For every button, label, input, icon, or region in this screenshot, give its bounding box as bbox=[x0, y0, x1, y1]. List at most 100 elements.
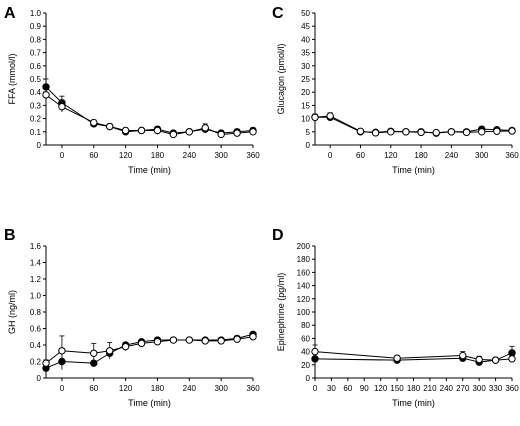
x-tick-label: 150 bbox=[390, 384, 404, 393]
data-point-open bbox=[105, 122, 114, 131]
x-tick-label: 120 bbox=[374, 384, 388, 393]
y-tick-label: 0 bbox=[306, 141, 311, 150]
data-point-open bbox=[356, 127, 365, 135]
y-tick-label: 1.6 bbox=[30, 242, 42, 251]
data-point-open bbox=[417, 128, 425, 137]
data-point-open bbox=[153, 126, 162, 135]
data-point-open bbox=[311, 113, 319, 121]
y-tick-label: 50 bbox=[301, 9, 310, 18]
series-1 bbox=[42, 78, 257, 137]
panel-letter: D bbox=[272, 227, 284, 244]
series-2 bbox=[311, 344, 516, 364]
x-tick-label: 240 bbox=[183, 151, 197, 160]
panel-letter: C bbox=[272, 5, 284, 22]
x-tick-label: 60 bbox=[89, 151, 98, 160]
y-tick-label: 0.2 bbox=[30, 115, 42, 124]
y-tick-label: 60 bbox=[301, 334, 310, 343]
y-tick-label: 0 bbox=[306, 374, 311, 383]
y-tick-label: 0.6 bbox=[30, 325, 42, 334]
data-point-open bbox=[371, 129, 380, 137]
data-point-open bbox=[217, 337, 225, 345]
x-tick-label: 240 bbox=[183, 384, 197, 393]
panel-letter: A bbox=[4, 5, 16, 22]
panel-letter: B bbox=[4, 227, 16, 244]
data-point-open bbox=[58, 347, 66, 355]
data-point-open bbox=[402, 128, 410, 136]
y-axis-title: Glucagon (pmol/l) bbox=[276, 43, 286, 114]
series-line bbox=[45, 86, 254, 134]
data-point-open bbox=[459, 351, 467, 360]
data-point-open bbox=[201, 337, 209, 345]
y-tick-label: 0.2 bbox=[30, 358, 42, 367]
x-tick-label: 240 bbox=[445, 151, 459, 160]
data-point-open bbox=[90, 349, 98, 357]
y-tick-label: 40 bbox=[301, 348, 310, 357]
y-tick-label: 0.9 bbox=[30, 22, 42, 31]
data-point-open bbox=[233, 335, 241, 343]
x-tick-label: 360 bbox=[246, 384, 260, 393]
y-tick-label: 20 bbox=[301, 361, 310, 370]
series-2 bbox=[42, 333, 257, 367]
data-point-open bbox=[508, 355, 516, 363]
y-tick-label: 45 bbox=[301, 22, 310, 31]
data-point-open bbox=[42, 91, 50, 99]
data-point-open bbox=[42, 359, 50, 367]
data-point-open bbox=[475, 355, 483, 364]
x-tick-label: 120 bbox=[119, 384, 133, 393]
data-point-open bbox=[90, 118, 98, 127]
y-tick-label: 100 bbox=[297, 308, 311, 317]
x-tick-label: 270 bbox=[456, 384, 470, 393]
y-tick-label: 10 bbox=[301, 115, 310, 124]
y-tick-label: 30 bbox=[301, 62, 310, 71]
y-tick-label: 15 bbox=[301, 101, 310, 110]
series-line bbox=[45, 94, 254, 135]
series-1 bbox=[311, 345, 516, 366]
x-tick-label: 60 bbox=[343, 384, 352, 393]
data-point-open bbox=[121, 342, 130, 351]
x-tick-label: 0 bbox=[60, 384, 65, 393]
x-tick-label: 0 bbox=[313, 384, 318, 393]
y-tick-label: 0.1 bbox=[30, 128, 42, 137]
data-point-open bbox=[137, 126, 146, 135]
x-tick-label: 120 bbox=[119, 151, 133, 160]
y-tick-label: 1.0 bbox=[30, 292, 42, 301]
y-tick-label: 80 bbox=[301, 321, 310, 330]
y-tick-label: 1.0 bbox=[30, 9, 42, 18]
series-1 bbox=[42, 330, 257, 372]
y-tick-label: 0.4 bbox=[30, 341, 42, 350]
y-tick-label: 0.7 bbox=[30, 49, 42, 58]
data-point-open bbox=[105, 347, 114, 355]
y-tick-label: 0.4 bbox=[30, 88, 42, 97]
data-point-open bbox=[493, 127, 501, 135]
data-point-open bbox=[217, 130, 225, 139]
x-tick-label: 0 bbox=[328, 151, 333, 160]
x-tick-label: 300 bbox=[472, 384, 486, 393]
panel-b: B 0 0.2 0.4 0.6 0.8 1.0 1.2 1.4 1.6 0 60 120 180 240 30… bbox=[4, 227, 260, 408]
y-tick-label: 0.6 bbox=[30, 62, 42, 71]
data-point-open bbox=[387, 128, 395, 136]
data-point-open bbox=[249, 128, 257, 136]
x-tick-label: 180 bbox=[407, 384, 421, 393]
x-tick-label: 60 bbox=[356, 151, 365, 160]
y-tick-label: 0.8 bbox=[30, 308, 42, 317]
x-tick-label: 300 bbox=[475, 151, 489, 160]
data-point-open bbox=[477, 128, 486, 136]
y-tick-label: 0 bbox=[37, 141, 42, 150]
data-point-open bbox=[153, 338, 162, 346]
panel-a: A 0 0.1 0.2 0.3 0.4 0.5 0.6 0.7 0.8 0.9 1.0 0 60 120 18… bbox=[4, 5, 260, 175]
x-tick-label: 360 bbox=[246, 151, 260, 160]
data-point-open bbox=[311, 347, 319, 356]
y-tick-label: 0 bbox=[37, 374, 42, 383]
x-tick-label: 180 bbox=[151, 151, 165, 160]
y-tick-label: 120 bbox=[297, 295, 311, 304]
x-tick-label: 180 bbox=[414, 151, 428, 160]
x-axis-title: Time (min) bbox=[128, 165, 171, 175]
y-tick-label: 5 bbox=[306, 128, 311, 137]
y-tick-label: 20 bbox=[301, 88, 310, 97]
x-tick-label: 360 bbox=[505, 384, 519, 393]
x-axis-title: Time (min) bbox=[392, 165, 435, 175]
y-tick-label: 0.3 bbox=[30, 101, 42, 110]
y-axis-title: Epinephrine (pg/ml) bbox=[276, 273, 286, 352]
x-tick-label: 30 bbox=[327, 384, 336, 393]
